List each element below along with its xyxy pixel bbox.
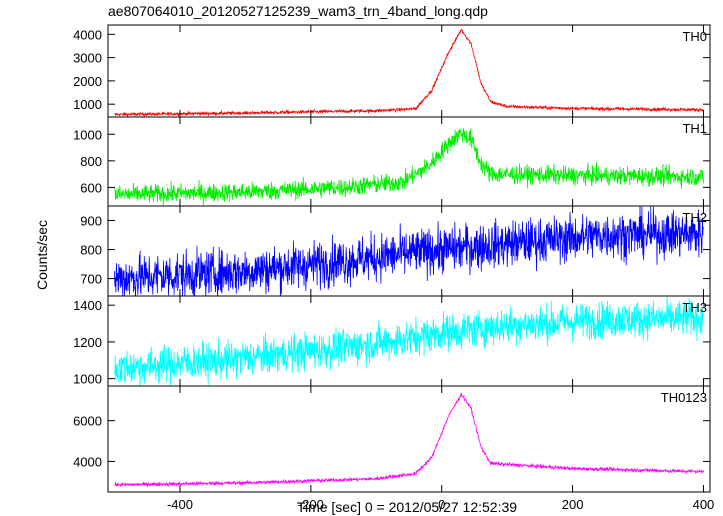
panel-label: TH3 (682, 300, 707, 315)
y-tick-label: 1000 (73, 372, 102, 387)
panel-label: TH0123 (661, 390, 707, 405)
x-tick-label: 0 (438, 497, 445, 512)
panel-th2: 700 800 900 TH2 (80, 205, 711, 297)
x-tick-label: 400 (693, 497, 715, 512)
x-axis-label: Time [sec] 0 = 2012/05/27 12:52:39 (297, 499, 517, 515)
panel-th0: 1000 2000 3000 4000 TH0 (73, 24, 711, 118)
series-line-th3 (114, 296, 704, 386)
panel-th3: 1000 1200 1400 TH3 (73, 295, 711, 387)
panel-label: TH2 (682, 210, 707, 225)
panel-frame (107, 385, 711, 493)
panel-frame (107, 24, 711, 118)
y-tick-label: 900 (80, 214, 102, 229)
panel-label: TH1 (682, 121, 707, 136)
panel-label: TH0 (682, 29, 707, 44)
panel-th0123: 4000 6000 TH0123 (73, 385, 711, 493)
y-tick-label: 800 (80, 154, 102, 169)
panel-th1: 600 800 1000 TH1 (73, 116, 711, 207)
chart-title: ae807064010_20120527125239_wam3_trn_4ban… (108, 3, 488, 19)
series-line-th2 (114, 206, 704, 296)
series-line-th0123 (114, 392, 704, 488)
series-line-th0 (114, 28, 704, 117)
y-axis-label: Counts/sec (34, 220, 50, 290)
y-tick-label: 800 (80, 243, 102, 258)
y-tick-label: 4000 (73, 454, 102, 469)
x-tick-label: -400 (167, 497, 193, 512)
y-tick-label: 700 (80, 272, 102, 287)
x-tick-label: -200 (298, 497, 324, 512)
x-tick-label: 200 (562, 497, 584, 512)
y-tick-label: 1200 (73, 335, 102, 350)
y-tick-label: 1000 (73, 127, 102, 142)
series-line-th1 (114, 128, 704, 206)
y-tick-label: 1000 (73, 97, 102, 112)
y-tick-label: 1400 (73, 298, 102, 313)
y-tick-label: 2000 (73, 74, 102, 89)
y-tick-label: 600 (80, 180, 102, 195)
y-tick-label: 6000 (73, 414, 102, 429)
y-tick-label: 3000 (73, 51, 102, 66)
y-tick-label: 4000 (73, 27, 102, 42)
